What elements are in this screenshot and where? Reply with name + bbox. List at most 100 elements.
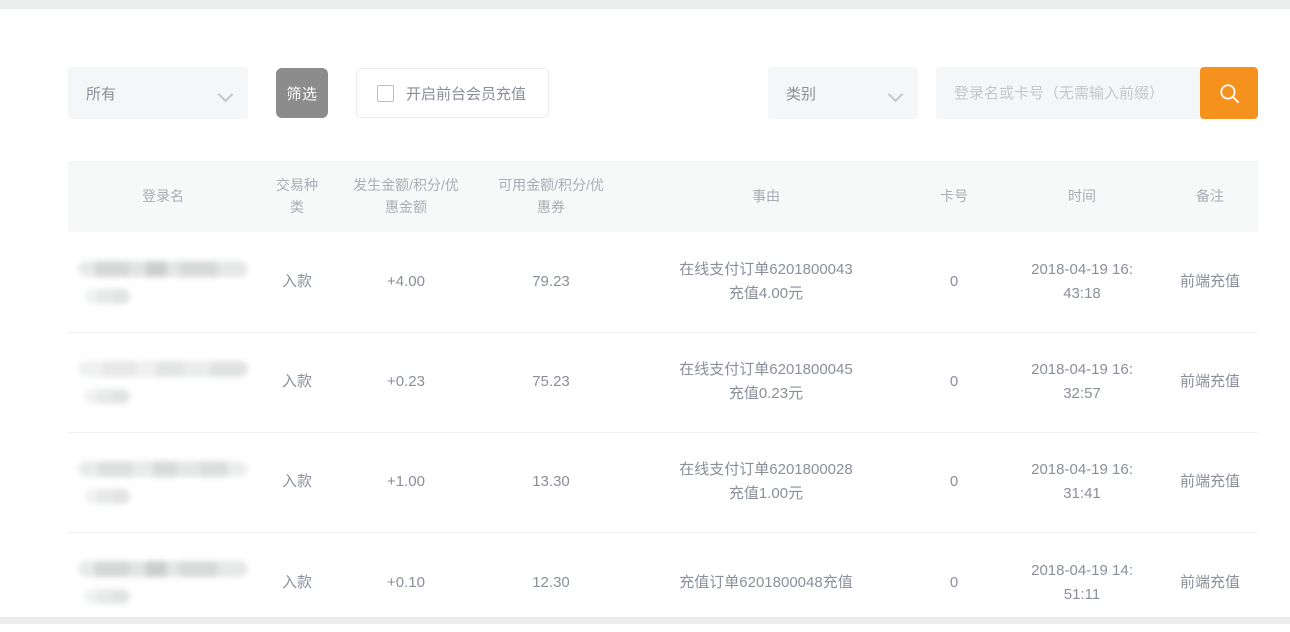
column-header-card-no: 卡号	[906, 161, 1002, 232]
cell-card-no: 0	[906, 332, 1002, 433]
table-body: 入款 +4.00 79.23 在线支付订单6201800043 充值4.00元 …	[68, 232, 1258, 632]
table-header: 登录名 交易种 类 发生金额/积分/优 惠金额 可用金额/积分/优 惠券	[68, 161, 1258, 233]
cell-login-name	[68, 332, 258, 433]
cell-reason: 在线支付订单6201800045 充值0.23元	[626, 332, 906, 433]
chevron-down-icon	[219, 89, 234, 98]
time-line-1: 2018-04-19 16:	[1031, 261, 1133, 279]
column-header-balance: 可用金额/积分/优 惠券	[476, 161, 626, 232]
transactions-table: 登录名 交易种 类 发生金额/积分/优 惠金额 可用金额/积分/优 惠券	[68, 161, 1258, 632]
time-line-1: 2018-04-19 14:	[1031, 561, 1133, 579]
checkbox-box-icon[interactable]	[377, 84, 394, 102]
time-line-2: 32:57	[1063, 385, 1101, 403]
cell-note: 前端充值	[1179, 573, 1240, 591]
redacted-login-name-2	[84, 388, 130, 404]
cell-balance: 75.23	[476, 332, 626, 433]
cell-time: 2018-04-19 16: 31:41	[1002, 432, 1162, 533]
redacted-login-name	[78, 561, 248, 578]
cell-login-name	[68, 532, 258, 632]
front-desk-recharge-checkbox[interactable]: 开启前台会员充值	[356, 68, 550, 118]
page-content: 所有 筛选 开启前台会员充值 类别	[0, 9, 1290, 617]
redacted-login-name	[78, 260, 248, 277]
cell-balance: 13.30	[476, 432, 626, 533]
table-row[interactable]: 入款 +0.10 12.30 充值订单6201800048充值 0 2018-0…	[68, 532, 1258, 632]
cell-amount: +0.23	[336, 332, 476, 433]
header-text: 类	[290, 198, 304, 215]
cell-reason: 充值订单6201800048充值	[679, 573, 853, 591]
column-header-trade-type: 交易种 类	[258, 161, 336, 232]
scope-select[interactable]: 所有	[68, 67, 248, 119]
chevron-down-icon	[889, 89, 904, 98]
column-header-amount: 发生金额/积分/优 惠金额	[336, 161, 476, 232]
time-line-2: 31:41	[1063, 485, 1101, 503]
cell-balance: 12.30	[532, 573, 570, 591]
column-header-note: 备注	[1162, 161, 1258, 232]
search-button[interactable]	[1200, 67, 1258, 119]
cell-card-no: 0	[949, 573, 959, 591]
category-select-value: 类别	[786, 85, 817, 103]
column-header-time: 时间	[1002, 161, 1162, 232]
cell-time: 2018-04-19 16: 32:57	[1002, 332, 1162, 433]
cell-amount: +1.00	[336, 432, 476, 533]
search-bar	[936, 67, 1258, 119]
bottom-edge-band	[0, 617, 1290, 624]
search-icon	[1219, 83, 1239, 103]
cell-card-no: 0	[906, 432, 1002, 533]
cell-note: 前端充值	[1162, 432, 1258, 533]
header-text: 登录名	[142, 187, 184, 204]
header-text: 可用金额/积分/优	[498, 177, 604, 193]
cell-reason: 在线支付订单6201800043 充值4.00元	[626, 232, 906, 333]
cell-trade-type: 入款	[281, 573, 312, 591]
table-row[interactable]: 入款 +0.23 75.23 在线支付订单6201800045 充值0.23元 …	[68, 332, 1258, 433]
category-select[interactable]: 类别	[768, 67, 918, 119]
header-text: 交易种	[276, 177, 318, 193]
reason-line-2: 充值1.00元	[728, 485, 804, 503]
redacted-login-name	[78, 460, 248, 477]
time-line-2: 43:18	[1063, 285, 1101, 303]
filter-toolbar: 所有 筛选 开启前台会员充值 类别	[68, 67, 1258, 119]
cell-trade-type: 入款	[258, 232, 336, 333]
cell-amount: +4.00	[336, 232, 476, 333]
cell-note: 前端充值	[1162, 232, 1258, 333]
reason-line-2: 充值0.23元	[728, 385, 804, 403]
cell-login-name	[68, 232, 258, 333]
search-input[interactable]	[936, 67, 1200, 119]
reason-line-1: 在线支付订单6201800028	[679, 461, 853, 479]
header-text: 惠金额	[385, 198, 427, 215]
reason-line-2: 充值4.00元	[728, 285, 804, 303]
redacted-login-name-2	[84, 488, 130, 504]
reason-line-1: 在线支付订单6201800045	[679, 361, 853, 379]
cell-note: 前端充值	[1162, 332, 1258, 433]
header-text: 备注	[1196, 187, 1224, 204]
header-text: 事由	[752, 187, 780, 204]
cell-time: 2018-04-19 16: 43:18	[1002, 232, 1162, 333]
cell-trade-type: 入款	[258, 432, 336, 533]
time-line-1: 2018-04-19 16:	[1031, 461, 1133, 479]
reason-line-1: 在线支付订单6201800043	[679, 261, 853, 279]
header-text: 惠券	[537, 198, 565, 215]
table-row[interactable]: 入款 +1.00 13.30 在线支付订单6201800028 充值1.00元 …	[68, 432, 1258, 533]
cell-time: 2018-04-19 14: 51:11	[1002, 532, 1162, 632]
redacted-login-name	[78, 360, 248, 377]
header-text: 发生金额/积分/优	[353, 177, 459, 193]
front-desk-recharge-label: 开启前台会员充值	[406, 85, 527, 103]
scope-select-value: 所有	[86, 85, 117, 103]
transactions-table-wrap: 登录名 交易种 类 发生金额/积分/优 惠金额 可用金额/积分/优 惠券	[68, 161, 1258, 632]
column-header-reason: 事由	[626, 161, 906, 232]
cell-trade-type: 入款	[258, 332, 336, 433]
table-row[interactable]: 入款 +4.00 79.23 在线支付订单6201800043 充值4.00元 …	[68, 232, 1258, 333]
header-text: 卡号	[940, 187, 968, 204]
redacted-login-name-2	[84, 288, 130, 304]
redacted-login-name-2	[84, 589, 130, 605]
cell-reason: 在线支付订单6201800028 充值1.00元	[626, 432, 906, 533]
header-text: 时间	[1068, 187, 1096, 204]
time-line-2: 51:11	[1063, 585, 1101, 603]
time-line-1: 2018-04-19 16:	[1031, 361, 1133, 379]
table-header-row: 登录名 交易种 类 发生金额/积分/优 惠金额 可用金额/积分/优 惠券	[68, 161, 1258, 233]
filter-button[interactable]: 筛选	[276, 68, 328, 118]
column-header-login-name: 登录名	[68, 161, 258, 232]
cell-card-no: 0	[906, 232, 1002, 333]
top-edge-band	[0, 0, 1290, 9]
cell-amount: +0.10	[387, 573, 425, 591]
cell-balance: 79.23	[476, 232, 626, 333]
cell-login-name	[68, 432, 258, 533]
